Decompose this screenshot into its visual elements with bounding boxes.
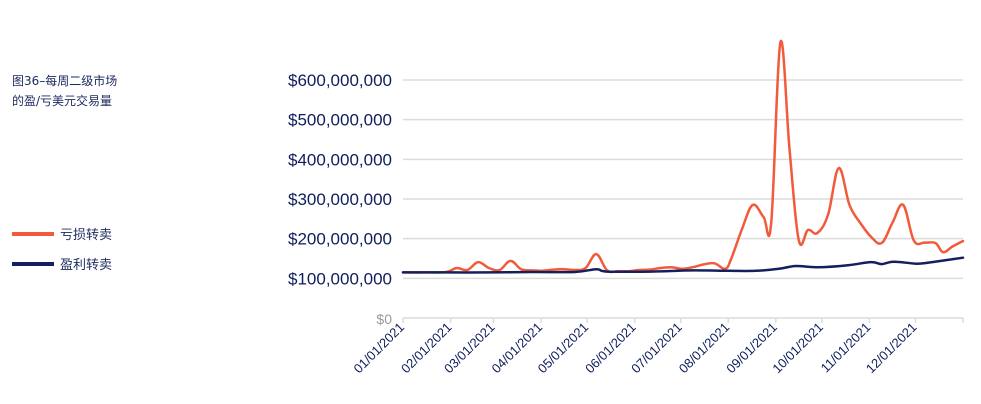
x-tick-label-7: 08/01/2021	[676, 320, 733, 377]
legend-label-loss: 亏损转卖	[60, 228, 113, 243]
y-axis: $0 $100,000,000 $200,000,000 $300,000,000 $4…	[288, 71, 392, 327]
series-lines	[401, 39, 965, 274]
chart-title: 图36–每周二级市场 的盈/亏美元交易量	[12, 71, 162, 111]
y-tick-label-2: $200,000,000	[288, 230, 392, 249]
chart-title-line-2: 的盈/亏美元交易量	[12, 94, 113, 108]
x-tick-label-6: 07/01/2021	[628, 320, 685, 377]
x-axis: 01/01/202102/01/202103/01/202104/01/2021…	[350, 318, 964, 377]
chart-title-line-1: 图36–每周二级市场	[12, 74, 118, 88]
series-line-loss	[401, 39, 965, 274]
y-tick-label-0: $0	[376, 311, 392, 327]
grid-lines	[403, 79, 963, 319]
y-tick-label-1: $100,000,000	[288, 269, 392, 288]
x-tick-label-9: 10/01/2021	[769, 320, 826, 377]
legend-swatch-loss	[12, 231, 54, 236]
series-line-profit	[401, 256, 965, 274]
y-tick-label-5: $500,000,000	[288, 111, 392, 130]
y-tick-label-6: $600,000,000	[288, 71, 392, 90]
legend-label-profit: 盈利转卖	[60, 258, 113, 273]
legend-swatch-profit	[12, 261, 54, 266]
y-tick-label-3: $300,000,000	[288, 190, 392, 209]
x-tick-label-0: 01/01/2021	[350, 320, 407, 377]
legend-item-loss: 亏损转卖	[12, 224, 112, 243]
y-tick-label-4: $400,000,000	[288, 150, 392, 169]
legend-item-profit: 盈利转卖	[12, 254, 112, 273]
